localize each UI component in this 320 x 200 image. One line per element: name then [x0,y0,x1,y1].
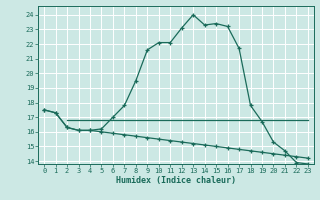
X-axis label: Humidex (Indice chaleur): Humidex (Indice chaleur) [116,176,236,185]
